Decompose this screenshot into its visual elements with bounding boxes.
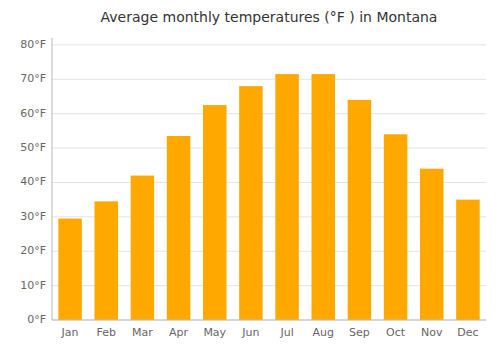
x-tick-label: Mar [132, 326, 153, 339]
bar [420, 169, 444, 320]
bar [456, 200, 480, 320]
y-tick-label: 70°F [20, 72, 46, 85]
y-axis: 0°F 10°F 20°F 30°F 40°F 50°F 60°F 70°F 80°F [20, 38, 52, 326]
x-tick-label: Feb [97, 326, 116, 339]
y-tick-label: 30°F [20, 210, 46, 223]
y-tick-label: 0°F [27, 313, 46, 326]
x-tick-label: Dec [457, 326, 478, 339]
grid-line [52, 113, 486, 114]
x-tick-label: Sep [349, 326, 370, 339]
bar [384, 134, 408, 320]
x-tick-label: Apr [169, 326, 189, 339]
page: {"chart_data": {"type": "bar", "title": … [0, 0, 500, 350]
bar [203, 105, 227, 320]
x-axis: Jan Feb Mar Apr May Jun Jul Aug Sep Oct Nov Dec [52, 320, 486, 339]
y-tick-label: 40°F [20, 175, 46, 188]
y-tick-label: 60°F [20, 107, 46, 120]
y-tick-label: 20°F [20, 244, 46, 257]
x-tick-label: Nov [421, 326, 443, 339]
y-tick-label: 80°F [20, 38, 46, 51]
x-tick-label: May [203, 326, 226, 339]
y-tick-label: 10°F [20, 279, 46, 292]
bar [94, 201, 118, 320]
x-axis-line [52, 320, 486, 321]
grid-line [52, 79, 486, 80]
bars [58, 74, 479, 320]
bar [167, 136, 191, 320]
grid-line [52, 148, 486, 149]
y-tick-label: 50°F [20, 141, 46, 154]
x-tick-label: Jan [61, 326, 79, 339]
grid-line [52, 44, 486, 45]
x-tick-label: Aug [313, 326, 334, 339]
grid-line [52, 320, 486, 321]
x-tick-label: Jun [241, 326, 259, 339]
bar [311, 74, 335, 320]
chart: 0°F 10°F 20°F 30°F 40°F 50°F 60°F 70°F 80°F Jan Fe… [0, 0, 500, 350]
bar [348, 100, 372, 320]
grid [52, 45, 486, 320]
y-axis-line [52, 38, 53, 320]
bar [275, 74, 299, 320]
bar [131, 176, 155, 320]
bar [239, 86, 263, 320]
x-tick-label: Oct [386, 326, 406, 339]
title: Average monthly temperatures (°F ) in Mo… [101, 9, 438, 25]
bar [58, 219, 82, 320]
x-tick-label: Jul [279, 326, 293, 339]
